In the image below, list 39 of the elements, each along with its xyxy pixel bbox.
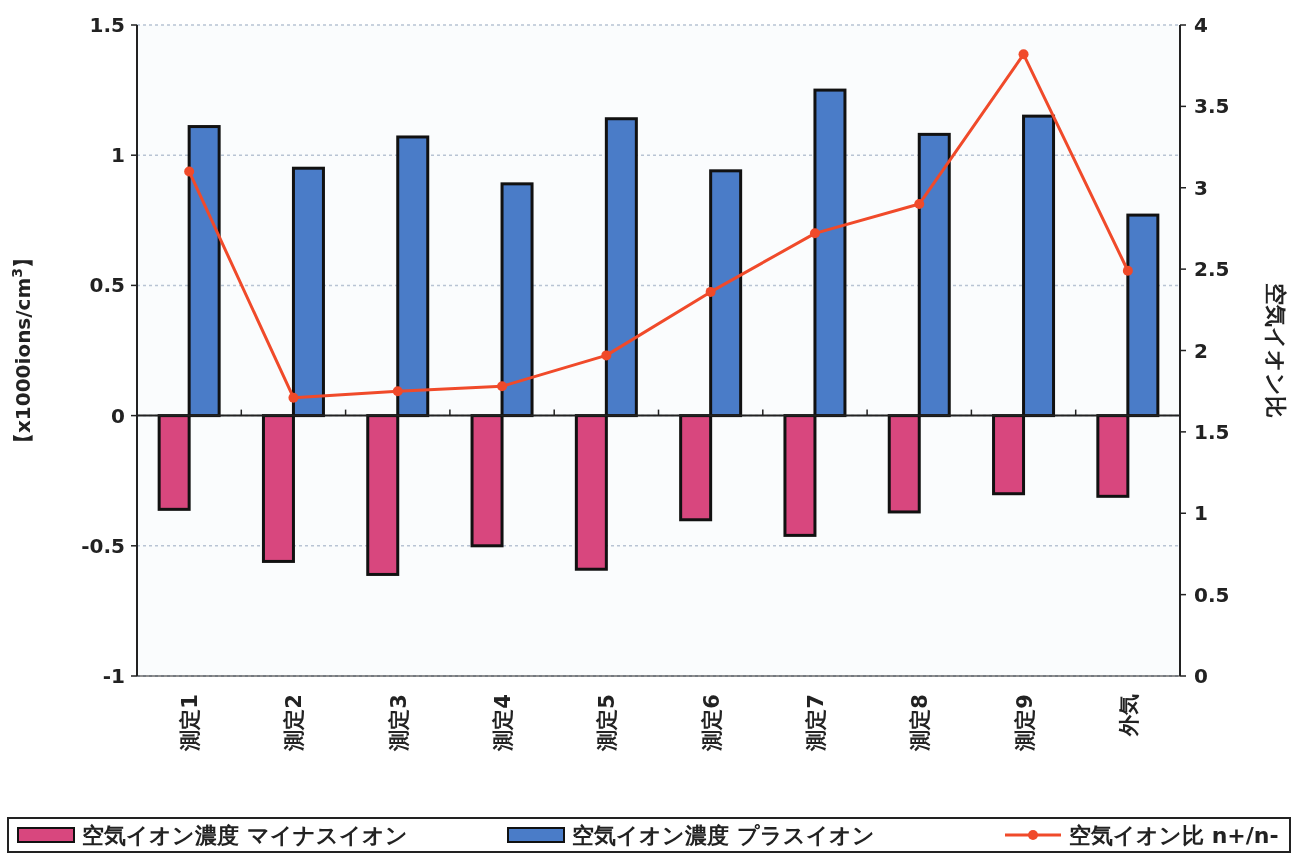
- legend-label: 空気イオン濃度 プラスイオン: [572, 823, 875, 848]
- x-tick-label: 測定9: [1012, 694, 1037, 752]
- legend-label: 空気イオン比 n+/n-: [1069, 823, 1279, 848]
- y2-tick-label: 1.5: [1194, 419, 1230, 444]
- x-tick-label: 測定3: [386, 694, 411, 752]
- y2-tick-label: 3.5: [1194, 94, 1230, 119]
- point: [288, 392, 299, 403]
- x-tick-label: 測定2: [282, 694, 307, 752]
- point: [809, 228, 820, 239]
- x-tick-label: 測定7: [803, 694, 828, 752]
- y-tick-label: 1.5: [89, 13, 125, 37]
- x-tick-label: 測定5: [595, 694, 620, 752]
- y-tick-label: 0.5: [89, 273, 125, 298]
- x-tick-label: 測定1: [178, 694, 203, 752]
- point: [1122, 265, 1133, 276]
- y2-tick-label: 3: [1194, 175, 1208, 200]
- y2-tick-label: 4: [1194, 13, 1208, 37]
- y2-tick-label: 1: [1194, 501, 1208, 526]
- point: [392, 386, 403, 397]
- x-tick-label: 測定4: [491, 694, 516, 752]
- x-tick-label: 測定8: [908, 694, 933, 752]
- y-tick-label: -1: [102, 664, 125, 688]
- y-tick-label: 0: [111, 403, 125, 428]
- legend-label: 空気イオン濃度 マイナスイオン: [82, 823, 408, 848]
- y-tick-label: -0.5: [81, 533, 125, 558]
- y-tick-label: 1: [111, 143, 125, 168]
- y2-axis-title: 空気イオン比: [1263, 283, 1288, 418]
- y2-tick-label: 0.5: [1194, 582, 1230, 607]
- x-tick-label: 外気: [1116, 694, 1141, 737]
- point: [705, 286, 716, 297]
- point: [601, 350, 612, 361]
- x-tick-label: 測定6: [699, 694, 724, 752]
- point: [1018, 49, 1029, 60]
- point: [914, 199, 925, 210]
- y2-tick-label: 0: [1194, 664, 1208, 688]
- point: [497, 381, 508, 392]
- point: [184, 166, 195, 177]
- y2-tick-label: 2.5: [1194, 257, 1230, 282]
- y2-tick-label: 2: [1194, 338, 1208, 363]
